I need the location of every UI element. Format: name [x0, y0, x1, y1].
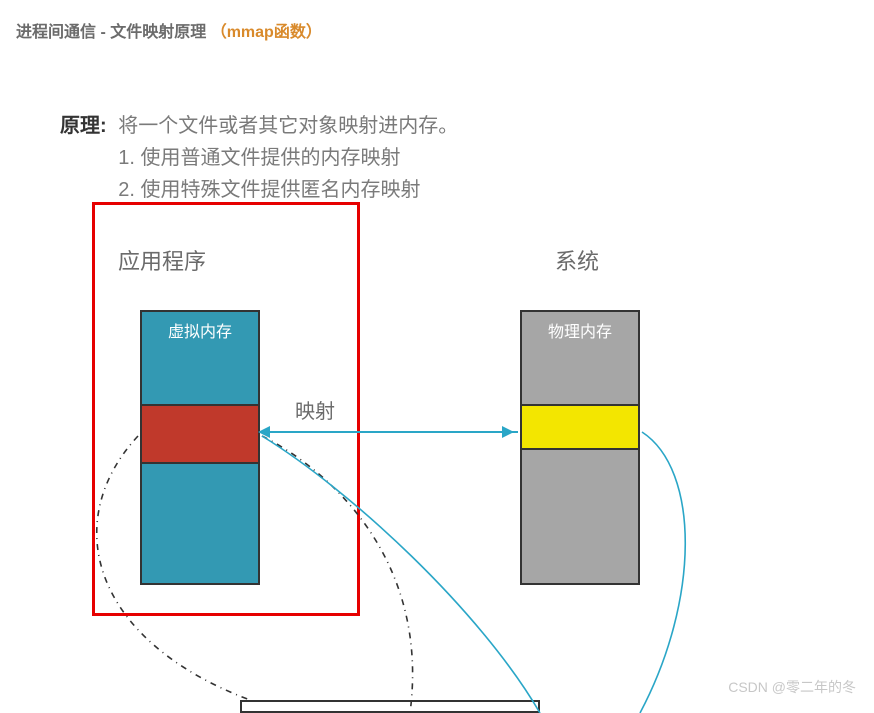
- connector-overlay: [0, 0, 874, 713]
- description-line-1: 1. 使用普通文件提供的内存映射: [118, 147, 400, 169]
- description-label: 原理:: [60, 115, 107, 137]
- label-mapping: 映射: [295, 395, 335, 424]
- description-line-0: 将一个文件或者其它对象映射进内存。: [118, 115, 458, 137]
- physical-memory-mapped-region: [520, 404, 640, 450]
- virtual-memory-title: 虚拟内存: [142, 318, 258, 342]
- virtual-memory-mapped-region: [140, 404, 260, 464]
- title-paren: （mmap函数）: [211, 24, 322, 41]
- physical-memory-box: 物理内存: [520, 310, 640, 585]
- description-lines: 将一个文件或者其它对象映射进内存。 1. 使用普通文件提供的内存映射 2. 使用…: [118, 110, 458, 206]
- description-block: 原理: 将一个文件或者其它对象映射进内存。 1. 使用普通文件提供的内存映射 2…: [60, 110, 458, 206]
- page-title: 进程间通信 - 文件映射原理 （mmap函数）: [16, 18, 322, 42]
- virtual-memory-box: 虚拟内存: [140, 310, 260, 585]
- watermark: CSDN @零二年的冬: [728, 677, 856, 697]
- description-line-2: 2. 使用特殊文件提供匿名内存映射: [118, 179, 420, 201]
- physical-memory-title: 物理内存: [522, 318, 638, 342]
- label-application: 应用程序: [118, 244, 206, 276]
- bottom-bar-fragment: [240, 700, 540, 713]
- label-system: 系统: [555, 244, 599, 276]
- title-main: 进程间通信 - 文件映射原理: [16, 24, 206, 41]
